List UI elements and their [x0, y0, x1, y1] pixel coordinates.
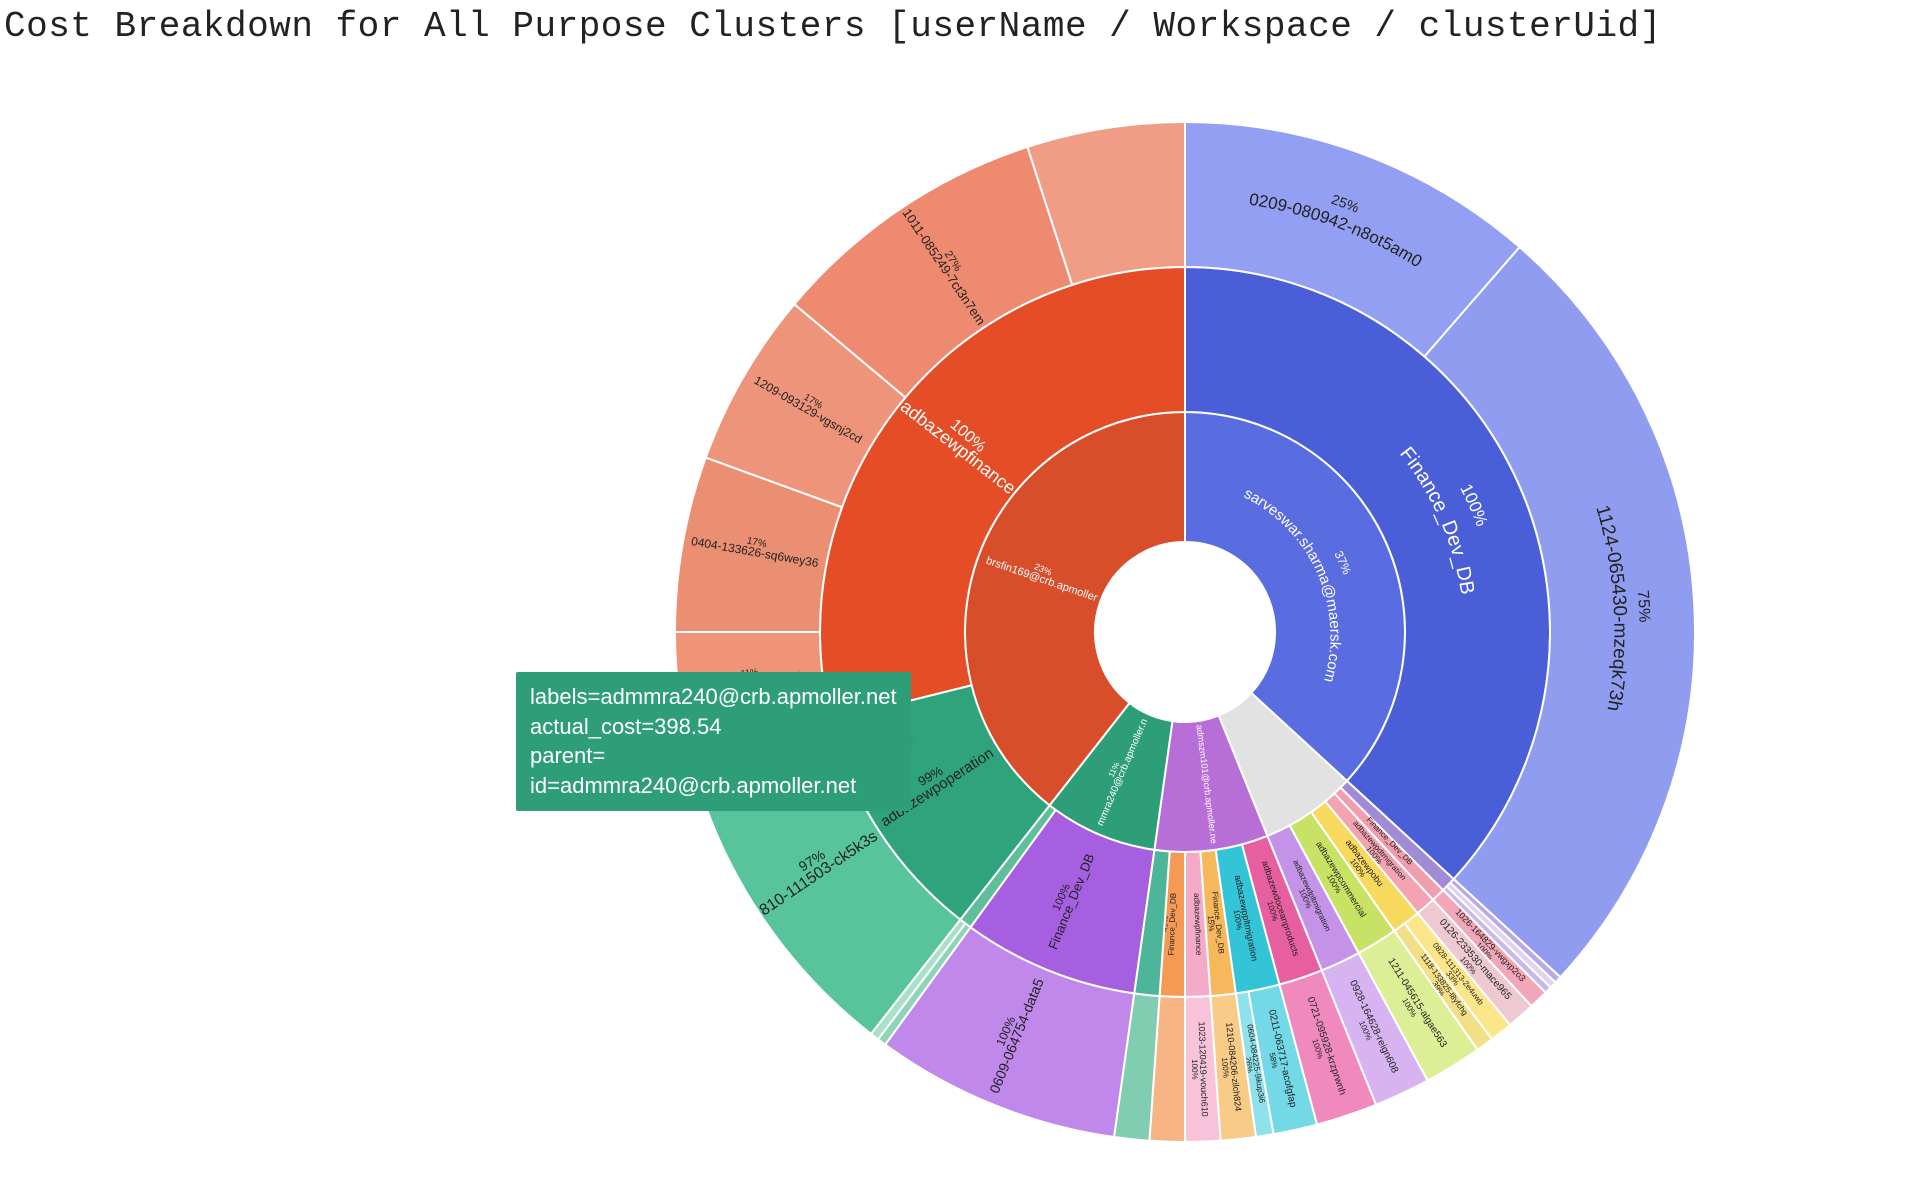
- segment-sublabel: 100%: [1220, 1057, 1231, 1078]
- page-title: Cost Breakdown for All Purpose Clusters …: [0, 0, 1930, 47]
- segment-sublabel: 15%: [1206, 915, 1216, 932]
- segment-sublabel: 75%: [1634, 590, 1653, 623]
- segment-sublabel: 11%: [740, 667, 758, 679]
- sunburst-svg[interactable]: sarveswar.sharma@maersk.com37%admszm101@…: [0, 47, 1930, 1167]
- sunburst-chart[interactable]: sarveswar.sharma@maersk.com37%admszm101@…: [0, 47, 1930, 1167]
- segment-sublabel: 100%: [1190, 1059, 1199, 1080]
